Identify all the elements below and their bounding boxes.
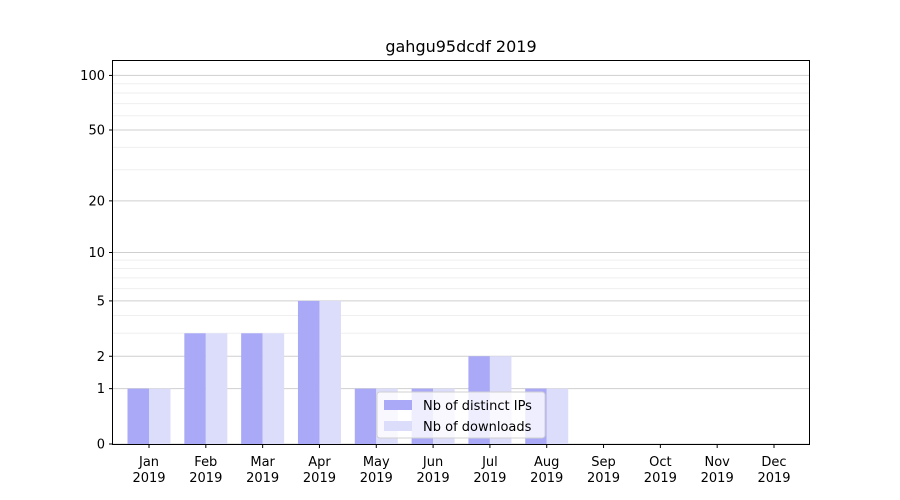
legend: Nb of distinct IPs Nb of downloads [376,391,546,439]
x-tick-label: Apr 2019 [303,455,336,486]
x-tick-label: Dec 2019 [757,455,790,486]
x-tick-label: Aug 2019 [530,455,563,486]
x-tick-label: Nov 2019 [701,455,734,486]
y-tick-label: 100 [80,69,105,84]
y-tick-label: 50 [88,123,105,138]
bar-distinct-ips [354,388,377,444]
y-tick-label: 10 [88,246,105,261]
y-tick-label: 2 [97,350,105,365]
x-tick-label: Feb 2019 [189,455,222,486]
y-axis: 0 1 2 5 10 20 50 100 [80,69,113,453]
bar-downloads [205,333,228,444]
legend-box [376,391,546,439]
x-tick-label: May 2019 [360,455,393,486]
bar-distinct-ips [127,388,150,444]
x-tick-label: Jun 2019 [417,455,450,486]
legend-swatch [384,400,412,410]
bar-downloads [262,333,285,444]
x-tick-label: Sep 2019 [587,455,620,486]
x-axis: Jan 2019 Feb 2019 Mar 2019 Apr 2019 May 2019 Jun 20… [132,444,791,486]
x-tick-label: Jul 2019 [473,455,506,486]
y-tick-label: 5 [97,294,105,309]
chart-title: gahgu95dcdf 2019 [385,37,536,56]
y-tick-label: 1 [97,382,105,397]
x-tick-label: Jan 2019 [132,455,165,486]
bar-distinct-ips [184,333,206,444]
bar-downloads [546,388,569,444]
bar-downloads [319,300,341,444]
legend-label: Nb of downloads [423,420,532,435]
x-tick-label: Oct 2019 [644,455,677,486]
bar-distinct-ips [297,300,320,444]
y-tick-label: 20 [88,194,105,209]
bar-downloads [149,388,171,444]
legend-label: Nb of distinct IPs [423,399,532,414]
legend-swatch [384,421,412,431]
y-tick-label: 0 [97,438,105,453]
bar-distinct-ips [241,333,263,444]
x-tick-label: Mar 2019 [246,455,279,486]
